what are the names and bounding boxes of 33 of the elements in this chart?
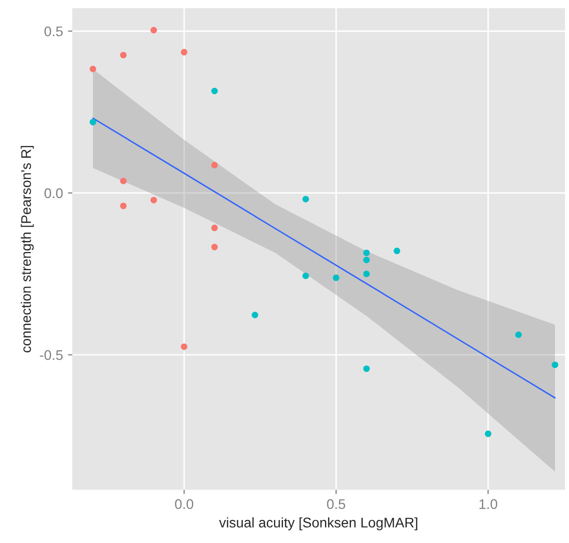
x-tick-label: 0.0: [175, 499, 194, 510]
point: [302, 196, 309, 202]
point: [363, 270, 370, 278]
point: [363, 250, 370, 256]
point: [515, 331, 522, 338]
point: [150, 196, 157, 204]
point: [363, 365, 370, 372]
y-axis-title: connection strength [Pearson's R]: [20, 146, 34, 352]
point: [211, 162, 218, 168]
point: [211, 88, 218, 94]
point: [552, 362, 558, 368]
point: [302, 272, 309, 280]
point: [332, 274, 340, 282]
point: [211, 244, 218, 250]
point: [90, 118, 96, 126]
point: [211, 224, 218, 232]
point: [150, 26, 157, 34]
point: [252, 312, 258, 318]
point: [180, 343, 188, 350]
point: [90, 66, 96, 72]
y-tick-label: 0.5: [44, 26, 63, 36]
point: [120, 178, 127, 184]
x-axis-title: visual acuity [Sonksen LogMAR]: [219, 517, 418, 530]
point: [120, 52, 127, 58]
y-tick-label: -0.5: [40, 350, 63, 360]
point: [394, 248, 400, 254]
point: [180, 48, 188, 56]
point: [120, 202, 127, 210]
y-tick-label: 0.0: [44, 188, 63, 198]
x-tick-label: 1.0: [480, 499, 498, 510]
point: [484, 430, 492, 438]
point: [363, 256, 370, 264]
x-tick-label: 0.5: [327, 499, 346, 510]
